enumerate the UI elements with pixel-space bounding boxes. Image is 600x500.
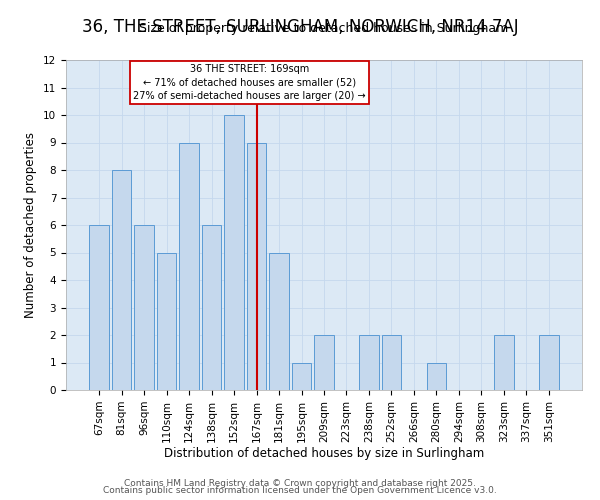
Bar <box>494 335 514 390</box>
Text: 36 THE STREET: 169sqm
← 71% of detached houses are smaller (52)
27% of semi-deta: 36 THE STREET: 169sqm ← 71% of detached … <box>133 64 366 100</box>
Bar <box>539 335 559 390</box>
Y-axis label: Number of detached properties: Number of detached properties <box>25 132 37 318</box>
Bar <box>247 142 266 390</box>
Bar <box>112 170 131 390</box>
Title: Size of property relative to detached houses in Surlingham: Size of property relative to detached ho… <box>139 22 509 35</box>
Bar <box>292 362 311 390</box>
Bar <box>314 335 334 390</box>
Bar <box>202 225 221 390</box>
Bar <box>382 335 401 390</box>
X-axis label: Distribution of detached houses by size in Surlingham: Distribution of detached houses by size … <box>164 448 484 460</box>
Bar <box>224 115 244 390</box>
Bar <box>359 335 379 390</box>
Bar <box>179 142 199 390</box>
Bar <box>427 362 446 390</box>
Text: Contains HM Land Registry data © Crown copyright and database right 2025.: Contains HM Land Registry data © Crown c… <box>124 478 476 488</box>
Bar <box>134 225 154 390</box>
Bar <box>269 252 289 390</box>
Bar <box>157 252 176 390</box>
Text: Contains public sector information licensed under the Open Government Licence v3: Contains public sector information licen… <box>103 486 497 495</box>
Text: 36, THE STREET, SURLINGHAM, NORWICH, NR14 7AJ: 36, THE STREET, SURLINGHAM, NORWICH, NR1… <box>82 18 518 36</box>
Bar <box>89 225 109 390</box>
